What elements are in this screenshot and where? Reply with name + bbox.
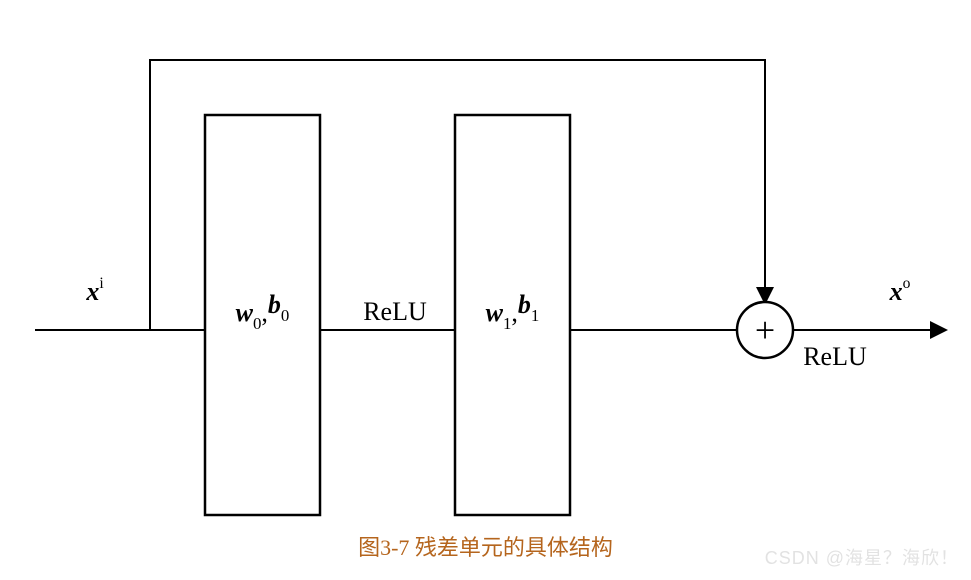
relu1-label: ReLU [363,297,427,326]
caption-text: 图3-7 残差单元的具体结构 [358,535,613,560]
output-label: xo [889,275,911,306]
plus-icon: + [755,310,775,350]
watermark-text: CSDN @海星？海欣！ [765,548,959,568]
input-label: xi [85,275,104,306]
diagram-svg: w0,b0w1,b1+ReLUReLUxixo [0,0,971,540]
relu2-label: ReLU [803,342,867,371]
watermark: CSDN @海星？海欣！ [765,544,959,570]
residual-unit-diagram: w0,b0w1,b1+ReLUReLUxixo 图3-7 残差单元的具体结构 C… [0,0,971,580]
